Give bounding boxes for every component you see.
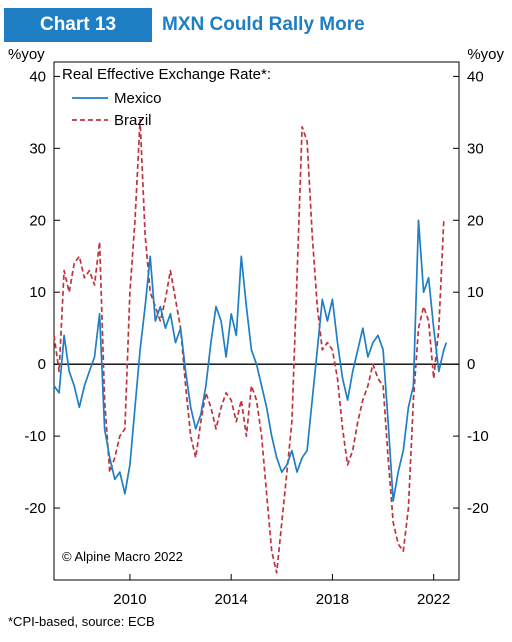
x-tick-label: 2014 (215, 591, 248, 608)
legend-label-mexico: Mexico (114, 90, 162, 107)
x-tick-label: 2018 (316, 591, 349, 608)
chart-number-badge: Chart 13 (4, 8, 152, 42)
y-tick-label-left: 10 (29, 284, 46, 301)
y-tick-label-right: 20 (467, 212, 484, 229)
series-line-mexico (53, 219, 448, 502)
y-tick-label-left: -20 (24, 500, 46, 517)
right-axis-unit: %yoy (467, 46, 504, 63)
y-tick-label-right: 40 (467, 68, 484, 85)
x-tick-label: 2022 (417, 591, 450, 608)
legend-label-brazil: Brazil (114, 112, 152, 129)
copyright-text: © Alpine Macro 2022 (62, 549, 183, 564)
y-tick-label-right: 0 (467, 356, 475, 373)
series-layer (53, 118, 448, 574)
y-tick-label-left: 30 (29, 140, 46, 157)
series-line-brazil (53, 118, 445, 574)
x-axis: 2010 2014 2018 2022 (113, 574, 450, 608)
y-tick-label-left: 20 (29, 212, 46, 229)
y-tick-label-right: -20 (467, 500, 489, 517)
plot-frame (53, 61, 460, 581)
y-tick-label-right: 30 (467, 140, 484, 157)
footnote: *CPI-based, source: ECB (8, 614, 155, 629)
left-axis-unit: %yoy (8, 46, 45, 63)
y-tick-label-left: -10 (24, 428, 46, 445)
y-axis: -20 -20 -10 -10 0 0 10 10 20 20 30 30 40 40 (24, 68, 488, 517)
chart-header: Chart 13 MXN Could Rally More (0, 8, 512, 42)
chart-title: MXN Could Rally More (162, 14, 365, 35)
legend: Real Effective Exchange Rate*: Mexico Br… (62, 66, 271, 129)
legend-title: Real Effective Exchange Rate*: (62, 66, 271, 83)
y-tick-label-left: 0 (38, 356, 46, 373)
y-tick-label-right: 10 (467, 284, 484, 301)
y-tick-label-right: -10 (467, 428, 489, 445)
y-tick-label-left: 40 (29, 68, 46, 85)
x-tick-label: 2010 (113, 591, 146, 608)
